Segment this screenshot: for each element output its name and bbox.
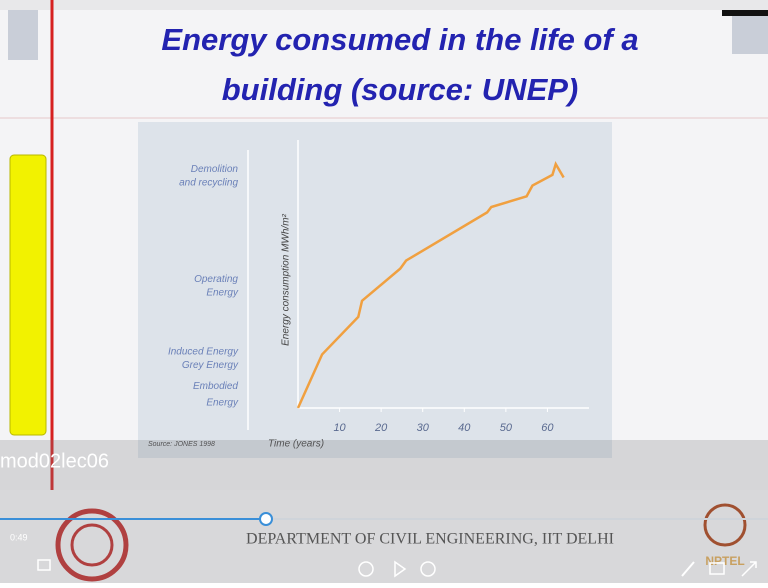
top-band: [0, 0, 768, 10]
y-tick-label: Energy: [206, 397, 239, 408]
video-label: mod02lec06: [0, 450, 109, 472]
y-tick-label: Operating: [194, 274, 238, 285]
corner-block: [732, 14, 768, 54]
progress-handle[interactable]: [260, 513, 272, 525]
y-tick-label: Grey Energy: [182, 360, 239, 371]
y-tick-label: and recycling: [179, 178, 238, 189]
slide-title: building (source: UNEP): [222, 72, 579, 107]
corner-block: [8, 10, 38, 60]
x-tick-label: 40: [458, 422, 471, 434]
x-tick-label: 30: [417, 422, 430, 434]
y-tick-label: Embodied: [193, 381, 238, 392]
time-label: 0:49: [10, 532, 28, 542]
x-tick-label: 50: [500, 422, 513, 434]
y-tick-label: Induced Energy: [168, 346, 239, 357]
yellow-panel: [10, 155, 46, 435]
footer-text: DEPARTMENT OF CIVIL ENGINEERING, IIT DEL…: [246, 531, 614, 548]
y-tick-label: Energy: [206, 287, 239, 298]
y-axis-label: Energy consumption MWh/m²: [281, 213, 292, 345]
x-tick-label: 60: [541, 422, 554, 434]
corner-bar: [722, 10, 768, 16]
x-tick-label: 10: [333, 422, 346, 434]
nptel-text: NPTEL: [705, 554, 744, 568]
screen: Energy consumed in the life of a buildin…: [0, 0, 768, 583]
slide-title: Energy consumed in the life of a: [161, 22, 638, 57]
y-tick-label: Demolition: [191, 164, 239, 175]
x-tick-label: 20: [374, 422, 388, 434]
